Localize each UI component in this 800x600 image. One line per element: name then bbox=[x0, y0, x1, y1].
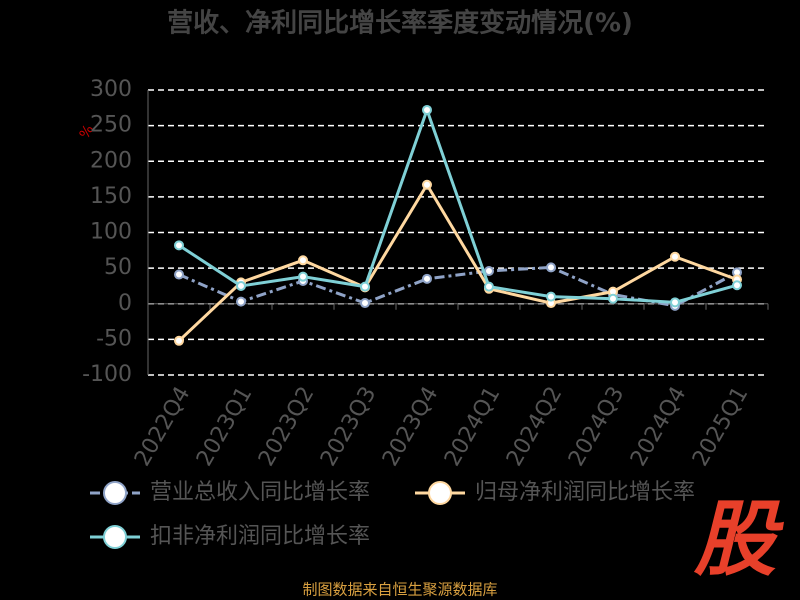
y-tick-label: 50 bbox=[104, 255, 132, 280]
x-tick-label: 2025Q1 bbox=[688, 383, 753, 471]
source-note: 制图数据来自恒生聚源数据库 bbox=[302, 581, 497, 599]
data-point bbox=[298, 255, 308, 266]
x-tick-label: 2023Q3 bbox=[316, 383, 381, 471]
series-line bbox=[177, 181, 738, 342]
y-tick-label: -100 bbox=[82, 362, 132, 387]
data-point bbox=[546, 262, 556, 273]
y-tick-label: 300 bbox=[90, 77, 132, 102]
legend-label: 归母净利润同比增长率 bbox=[475, 480, 695, 505]
data-point bbox=[732, 280, 742, 291]
legend-marker bbox=[103, 525, 127, 549]
x-tick-label: 2022Q4 bbox=[130, 383, 195, 471]
y-tick-label: 150 bbox=[90, 184, 132, 209]
data-point bbox=[484, 281, 494, 292]
data-point bbox=[174, 240, 184, 251]
data-point bbox=[174, 269, 184, 280]
series-line bbox=[178, 105, 738, 304]
data-point bbox=[608, 293, 618, 304]
legend-label: 营业总收入同比增长率 bbox=[150, 480, 370, 505]
y-tick-label: 200 bbox=[90, 148, 132, 173]
x-tick-label: 2023Q2 bbox=[254, 383, 319, 471]
legend-label: 扣非净利润同比增长率 bbox=[150, 524, 370, 549]
legend-marker bbox=[103, 481, 127, 505]
data-point bbox=[236, 296, 246, 307]
data-point bbox=[484, 265, 494, 276]
y-tick-label: -50 bbox=[96, 326, 132, 351]
data-point bbox=[236, 280, 246, 291]
data-point bbox=[174, 335, 184, 346]
data-point bbox=[360, 281, 370, 292]
x-tick-label: 2024Q3 bbox=[564, 383, 629, 471]
y-tick-label: 0 bbox=[118, 291, 132, 316]
data-point bbox=[360, 298, 370, 309]
x-tick-label: 2023Q1 bbox=[192, 383, 257, 471]
x-tick-label: 2024Q1 bbox=[440, 383, 505, 471]
chart-title: 营收、净利同比增长率季度变动情况(%) bbox=[167, 8, 633, 39]
x-tick-label: 2024Q4 bbox=[626, 383, 691, 471]
legend-marker bbox=[428, 481, 452, 505]
y-tick-label: 250 bbox=[90, 113, 132, 138]
x-tick-label: 2024Q2 bbox=[502, 383, 567, 471]
data-point bbox=[298, 271, 308, 282]
data-point bbox=[670, 251, 680, 262]
data-point bbox=[422, 104, 432, 115]
data-point bbox=[422, 179, 432, 190]
y-tick-label: 100 bbox=[90, 220, 132, 245]
x-tick-label: 2023Q4 bbox=[378, 383, 443, 471]
data-point bbox=[670, 297, 680, 308]
data-point bbox=[546, 291, 556, 302]
data-point bbox=[422, 273, 432, 284]
logo: 股 bbox=[693, 492, 784, 587]
